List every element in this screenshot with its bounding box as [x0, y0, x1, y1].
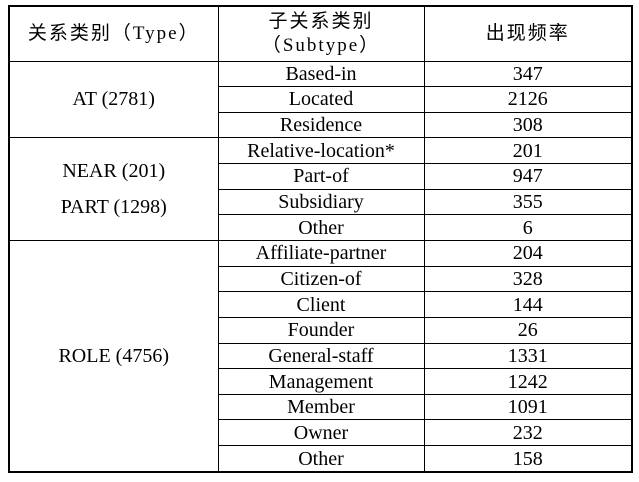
table-row: AT (2781) Based-in 347 [8, 60, 633, 139]
subtype-cell: Founder [217, 316, 425, 344]
table-row: Other 6 [9, 214, 633, 241]
frequency-cell: 1242 [423, 368, 633, 395]
type-cell-at: AT (2781) [8, 60, 219, 139]
subtype-cell: Citizen-of [217, 265, 425, 293]
relation-frequency-table: 关系类别（Type） 子关系类别 （Subtype） 出现频率 AT (2781… [8, 5, 633, 473]
frequency-cell: 26 [423, 316, 633, 344]
subtype-cell: Located [217, 86, 425, 113]
table-row: NEAR (201) PART (1298) Relative-location… [8, 137, 633, 241]
frequency-cell: 6 [423, 214, 633, 241]
frequency-cell: 1331 [423, 342, 633, 370]
frequency-cell: 947 [423, 163, 633, 190]
table-row: Client 144 [9, 291, 633, 318]
subtype-cell: Management [217, 368, 425, 395]
frequency-cell: 204 [423, 239, 633, 267]
subtype-cell: Relative-location* [217, 137, 425, 165]
header-type: 关系类别（Type） [8, 5, 219, 62]
frequency-cell: 232 [423, 419, 633, 447]
table-row: Part-of 947 [9, 163, 633, 190]
subtype-cell: Client [217, 291, 425, 318]
subtype-cell: General-staff [217, 342, 425, 370]
table-row: ROLE (4756) Affiliate-partner 204 [8, 239, 633, 473]
frequency-cell: 1091 [423, 393, 633, 421]
frequency-cell: 201 [423, 137, 633, 165]
header-subtype-label-line1: 子关系类别 [268, 11, 374, 32]
table-row: Other 158 [9, 445, 633, 473]
type-label: ROLE (4756) [58, 344, 170, 367]
type-cell-role: ROLE (4756) [8, 239, 219, 473]
header-frequency: 出现频率 [423, 5, 633, 62]
header-row: 关系类别（Type） 子关系类别 （Subtype） 出现频率 [8, 5, 633, 62]
table-row: Citizen-of 328 [9, 265, 633, 293]
subtype-cell: Owner [217, 419, 425, 447]
frequency-cell: 328 [423, 265, 633, 293]
table-row: Residence 308 [9, 111, 633, 139]
frequency-cell: 2126 [423, 86, 633, 113]
table-row: Management 1242 [9, 368, 633, 395]
table-row: Subsidiary 355 [9, 188, 633, 216]
subtype-cell: Part-of [217, 163, 425, 190]
subtype-cell: Other [217, 445, 425, 473]
type-cell-near-part: NEAR (201) PART (1298) [8, 137, 219, 241]
subtype-cell: Other [217, 214, 425, 241]
subtype-cell: Based-in [217, 60, 425, 88]
table-row: Located 2126 [9, 86, 633, 113]
type-label: PART (1298) [60, 196, 167, 219]
subtype-cell: Residence [217, 111, 425, 139]
frequency-cell: 355 [423, 188, 633, 216]
table-row: General-staff 1331 [9, 342, 633, 370]
type-label-stack: NEAR (201) PART (1298) [10, 160, 217, 219]
subtype-cell: Subsidiary [217, 188, 425, 216]
frequency-cell: 144 [423, 291, 633, 318]
type-label: NEAR (201) [62, 160, 166, 183]
header-type-label: 关系类别（Type） [27, 22, 200, 44]
frequency-cell: 308 [423, 111, 633, 139]
header-subtype: 子关系类别 （Subtype） [217, 5, 425, 62]
frequency-cell: 347 [423, 60, 633, 88]
subtype-cell: Member [217, 393, 425, 421]
subtype-cell: Affiliate-partner [217, 239, 425, 267]
header-subtype-label-line2: （Subtype） [261, 34, 381, 56]
frequency-cell: 158 [423, 445, 633, 473]
header-frequency-label: 出现频率 [485, 22, 570, 44]
type-label: AT (2781) [72, 88, 155, 111]
